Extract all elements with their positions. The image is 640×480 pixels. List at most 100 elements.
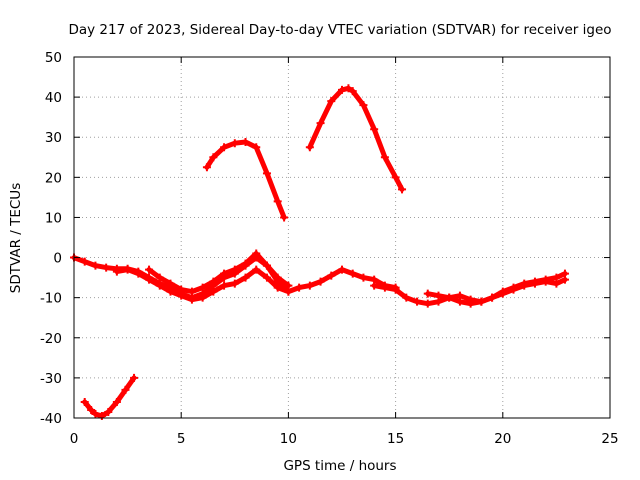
data-point [177, 285, 186, 294]
series-arc-c [145, 249, 293, 296]
data-point [477, 297, 486, 306]
data-point [252, 143, 261, 152]
y-tick-label: -10 [40, 291, 62, 307]
data-point [391, 285, 400, 294]
data-point [209, 277, 218, 286]
data-point [273, 277, 282, 286]
series-arc-g [305, 84, 407, 194]
data-point [112, 397, 121, 406]
data-point [80, 397, 89, 406]
data-point [209, 287, 218, 296]
data-point [198, 283, 207, 292]
series-group [70, 84, 569, 420]
data-point [344, 84, 353, 93]
x-tick-label: 0 [70, 431, 79, 447]
data-point [359, 101, 368, 110]
data-point [209, 153, 218, 162]
data-point [327, 271, 336, 280]
data-point [348, 87, 357, 96]
y-tick-label: -20 [40, 331, 62, 347]
data-point [102, 263, 111, 272]
x-axis-label: GPS time / hours [283, 458, 396, 474]
grid [74, 57, 610, 418]
data-point [145, 275, 154, 284]
x-tick-label: 15 [387, 431, 404, 447]
data-point [230, 279, 239, 288]
data-point [262, 261, 271, 270]
data-point [166, 279, 175, 288]
data-point [198, 293, 207, 302]
y-tick-label: -30 [40, 371, 62, 387]
plot-frame [73, 56, 611, 419]
data-point [104, 407, 113, 416]
data-point [370, 281, 379, 290]
y-tick-label: 30 [45, 130, 62, 146]
data-point [87, 405, 96, 414]
data-point [91, 409, 100, 418]
data-point [220, 143, 229, 152]
data-point [498, 289, 507, 298]
data-point [230, 265, 239, 274]
y-tick-label: 10 [45, 210, 62, 226]
data-point [187, 295, 196, 304]
data-point [273, 197, 282, 206]
data-point [295, 283, 304, 292]
y-tick-label: 40 [45, 90, 62, 106]
data-point [252, 265, 261, 274]
data-point [155, 281, 164, 290]
chart-title: Day 217 of 2023, Sidereal Day-to-day VTE… [68, 22, 611, 38]
data-point [509, 285, 518, 294]
data-point [398, 185, 407, 194]
data-point [97, 411, 106, 420]
data-point [112, 267, 121, 276]
data-point [121, 385, 130, 394]
series-line [204, 139, 287, 220]
data-point [305, 143, 314, 152]
data-point [145, 265, 154, 274]
data-point [552, 279, 561, 288]
series-arc-f [202, 138, 289, 222]
y-tick-label: 20 [45, 170, 62, 186]
data-point [348, 269, 357, 278]
data-point [402, 293, 411, 302]
data-point [316, 119, 325, 128]
y-tick-label: 50 [45, 50, 62, 66]
data-point [413, 297, 422, 306]
series-arc-b [112, 265, 400, 304]
data-point [520, 281, 529, 290]
data-point [380, 283, 389, 292]
x-tick-label: 10 [280, 431, 297, 447]
x-tick-label: 5 [177, 431, 186, 447]
x-tick-label: 25 [601, 431, 618, 447]
data-point [455, 297, 464, 306]
data-point [338, 265, 346, 274]
data-point [530, 279, 539, 288]
data-point [305, 281, 314, 290]
data-point [187, 287, 196, 296]
data-point [370, 125, 379, 134]
data-point [466, 299, 475, 308]
data-point [391, 173, 400, 182]
x-tick-label: 20 [494, 431, 511, 447]
data-point [359, 273, 368, 282]
data-point [541, 277, 550, 286]
series-arc-h [80, 373, 139, 420]
ticks: 0 5 10 15 20 25 -40 -30 -20 -10 0 10 20 30 40 50 [40, 50, 619, 447]
data-point [338, 85, 346, 94]
data-point [202, 163, 211, 172]
y-tick-label: 0 [53, 251, 62, 267]
data-point [488, 293, 497, 302]
series-line [307, 85, 405, 192]
data-point [423, 289, 432, 298]
data-point [130, 373, 139, 382]
data-point [220, 269, 229, 278]
data-point [445, 293, 454, 302]
data-point [220, 281, 229, 290]
data-point [262, 273, 271, 282]
data-point [284, 287, 293, 296]
data-point [241, 138, 250, 147]
series-arc-e [423, 275, 569, 308]
data-point [316, 277, 325, 286]
data-point [123, 265, 132, 274]
